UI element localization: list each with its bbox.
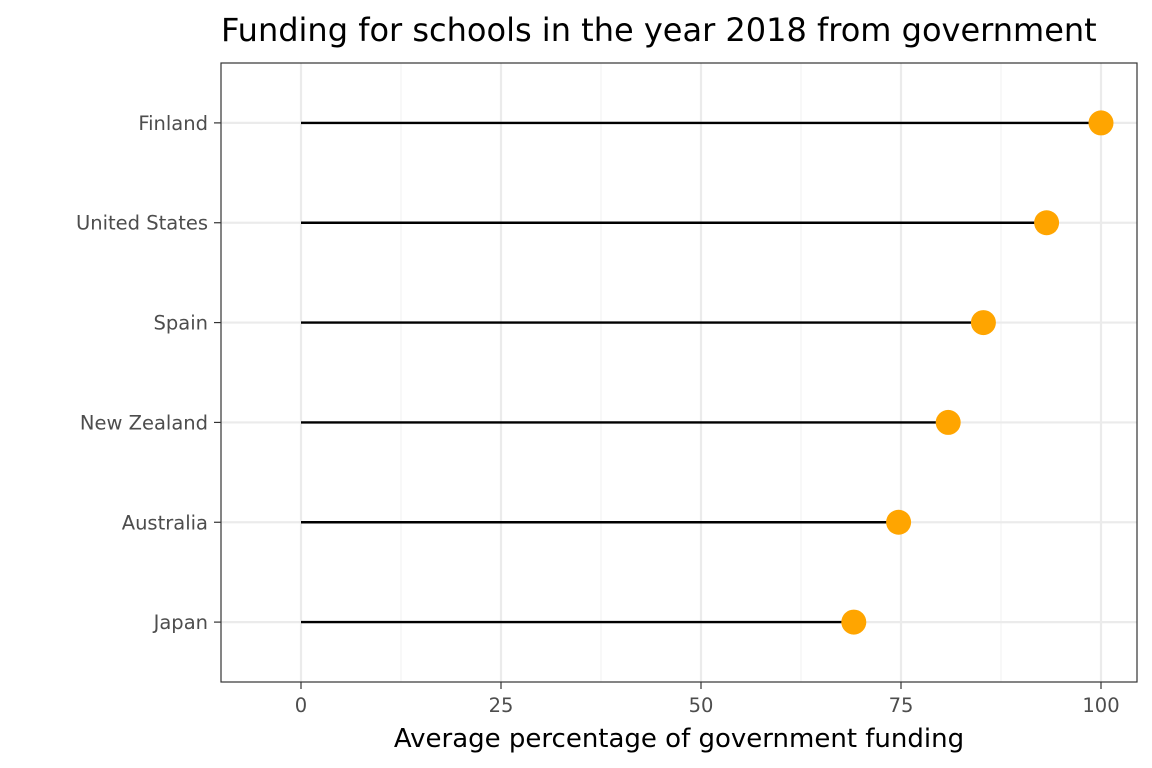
y-axis: Finland United States Spain New Zealand Aust…: [76, 112, 221, 634]
x-tick-label: 0: [295, 694, 307, 717]
y-tick-label: Australia: [122, 511, 208, 534]
panel-border: [220, 62, 1138, 683]
chart-title: Funding for schools in the year 2018 fro…: [221, 11, 1097, 49]
y-tick-label: Spain: [154, 312, 208, 335]
lollipop-point: [970, 310, 996, 336]
major-gridlines: [221, 63, 1137, 682]
lollipop-point: [841, 609, 867, 635]
minor-gridlines: [400, 63, 1002, 682]
x-tick-label: 25: [489, 694, 514, 717]
y-tick-label: Finland: [138, 112, 208, 135]
lollipop-point: [935, 409, 961, 435]
lollipop-point: [886, 509, 912, 535]
x-tick-label: 100: [1082, 694, 1119, 717]
lollipop-points: [841, 110, 1114, 635]
x-tick-label: 75: [889, 694, 914, 717]
x-tick-label: 50: [689, 694, 714, 717]
lollipop-point: [1088, 110, 1114, 136]
y-tick-label: United States: [76, 212, 208, 235]
lollipop-stems: [301, 121, 1101, 624]
y-tick-label: Japan: [152, 611, 208, 634]
y-tick-label: New Zealand: [80, 411, 208, 434]
x-axis: 0 25 50 75 100: [295, 682, 1120, 717]
lollipop-point: [1034, 210, 1060, 236]
x-axis-title: Average percentage of government funding: [394, 724, 964, 754]
